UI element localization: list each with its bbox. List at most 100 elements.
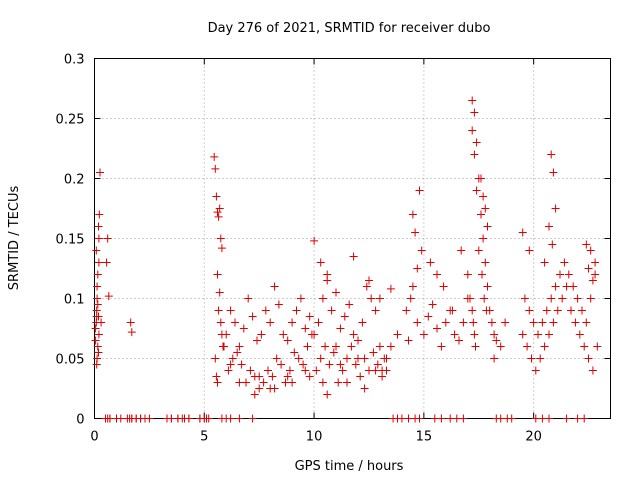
data-point <box>340 312 349 321</box>
data-point <box>468 96 477 105</box>
data-point <box>270 282 279 291</box>
data-point <box>349 252 358 261</box>
data-point <box>382 366 391 375</box>
data-point <box>184 414 193 423</box>
data-point <box>490 330 499 339</box>
data-point <box>290 348 299 357</box>
data-point <box>255 384 264 393</box>
data-point <box>582 318 591 327</box>
data-point <box>226 306 235 315</box>
data-point <box>314 318 323 327</box>
data-point <box>334 378 343 387</box>
data-point <box>564 270 573 279</box>
data-point <box>480 294 489 303</box>
data-point <box>127 328 136 337</box>
x-tick-label: 20 <box>525 430 542 445</box>
y-tick-label: 0.3 <box>64 53 85 68</box>
data-point <box>548 240 557 249</box>
data-point <box>593 342 602 351</box>
data-point <box>226 414 235 423</box>
data-point <box>542 306 551 315</box>
data-point <box>518 330 527 339</box>
data-point <box>294 354 303 363</box>
data-point <box>567 306 575 315</box>
data-point <box>343 378 351 387</box>
data-point <box>325 360 334 369</box>
data-point <box>91 336 100 345</box>
data-point <box>104 292 113 301</box>
data-point <box>332 342 340 351</box>
x-tick-label: 5 <box>200 430 208 445</box>
data-point <box>402 306 411 315</box>
data-point <box>490 354 499 363</box>
data-point <box>415 414 424 423</box>
data-point <box>549 318 558 327</box>
data-point <box>210 152 219 161</box>
data-point <box>472 138 481 147</box>
data-point <box>501 318 510 327</box>
data-point <box>310 236 319 245</box>
data-point <box>580 342 589 351</box>
data-point <box>327 306 336 315</box>
data-point <box>360 384 369 393</box>
data-point <box>492 336 501 345</box>
data-point <box>408 282 417 291</box>
data-point <box>481 258 490 267</box>
data-point <box>580 414 589 423</box>
data-point <box>318 294 327 303</box>
data-point <box>211 164 220 173</box>
data-point <box>92 246 101 255</box>
data-point <box>212 372 221 381</box>
data-point <box>94 234 103 243</box>
data-point <box>212 192 221 201</box>
data-point <box>478 270 486 279</box>
data-point <box>470 330 479 339</box>
data-point <box>216 234 225 243</box>
data-point <box>362 282 371 291</box>
data-point <box>417 246 426 255</box>
data-point <box>213 208 222 217</box>
chart-title: Day 276 of 2021, SRMTID for receiver dub… <box>208 21 491 36</box>
data-point <box>222 330 231 339</box>
data-point <box>336 324 345 333</box>
data-point <box>571 318 580 327</box>
data-point <box>279 330 288 339</box>
data-point <box>413 318 422 327</box>
data-point <box>292 306 301 315</box>
data-point <box>463 270 472 279</box>
data-point <box>457 246 466 255</box>
data-point <box>569 282 578 291</box>
data-point <box>437 342 446 351</box>
data-point <box>426 258 435 267</box>
data-point <box>323 390 332 399</box>
data-point <box>386 284 395 293</box>
data-point <box>96 168 104 177</box>
data-point <box>316 258 325 267</box>
data-point <box>549 168 558 177</box>
y-tick-label: 0.05 <box>56 353 85 368</box>
data-point <box>343 354 351 363</box>
data-point <box>584 354 593 363</box>
data-point <box>94 312 103 321</box>
data-point <box>214 212 223 221</box>
data-point <box>301 324 310 333</box>
data-point <box>545 222 553 231</box>
data-point <box>228 354 237 363</box>
data-point <box>336 360 345 369</box>
data-point <box>406 294 415 303</box>
data-point <box>303 342 312 351</box>
data-point <box>231 318 239 327</box>
data-point <box>257 330 266 339</box>
x-tick-label: 0 <box>90 430 98 445</box>
data-point <box>354 354 362 363</box>
data-point <box>215 204 224 213</box>
data-point <box>215 288 224 297</box>
data-point <box>248 414 257 423</box>
data-point <box>466 294 474 303</box>
data-point <box>288 378 297 387</box>
axis-ticks: 0 0.05 0.1 0.15 0.2 0.25 0.3 0 5 10 15 20 <box>56 53 611 445</box>
data-point <box>235 378 244 387</box>
data-point <box>419 330 428 339</box>
data-point <box>259 378 268 387</box>
